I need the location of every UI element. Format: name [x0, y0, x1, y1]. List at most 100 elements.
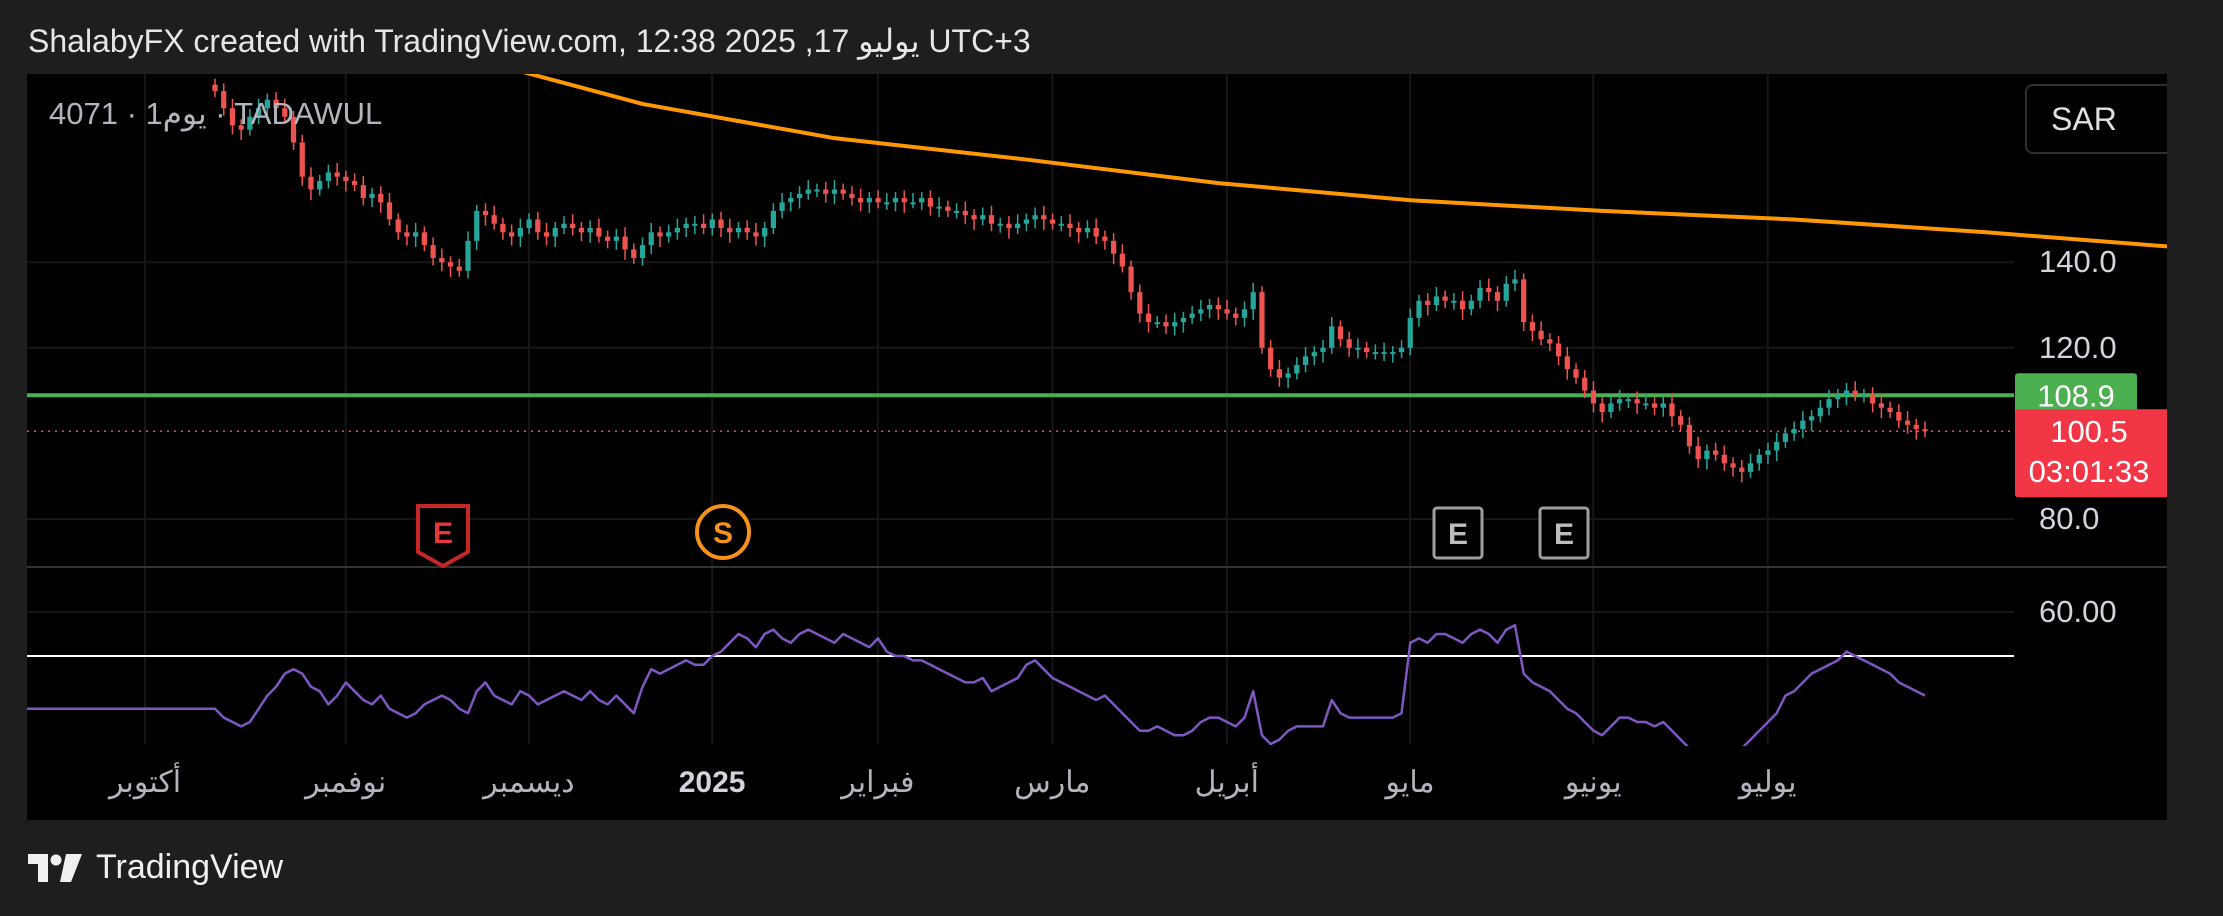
candle-body — [1521, 279, 1527, 323]
candle-body — [1529, 322, 1536, 331]
candle-body — [474, 210, 480, 241]
candle-body — [1477, 287, 1483, 301]
candle-body — [1433, 296, 1440, 306]
moving-average — [522, 74, 2167, 249]
candle-body — [613, 236, 619, 241]
candle-body — [1224, 309, 1230, 314]
candle-body — [1285, 373, 1291, 378]
candle-body — [1538, 330, 1544, 340]
currency-button[interactable]: SAR — [2025, 84, 2167, 154]
candle-body — [1791, 429, 1797, 434]
candle-body — [1922, 429, 1928, 432]
candle-body — [456, 266, 462, 271]
candle-body — [1337, 326, 1344, 340]
countdown-timer: 03:01:33 — [2029, 454, 2150, 489]
candle-body — [1041, 215, 1047, 220]
candle-body — [884, 202, 890, 205]
candle-body — [264, 99, 270, 109]
candle-body — [1154, 322, 1160, 325]
candle-body — [831, 189, 838, 194]
candle-body — [1608, 403, 1614, 412]
candle-body — [727, 228, 733, 233]
candle-body — [1555, 343, 1562, 357]
level-badge — [2015, 373, 2137, 418]
candle-body — [308, 176, 314, 190]
candle-body — [1093, 228, 1099, 237]
candlesticks — [212, 78, 1928, 483]
candle-body — [1651, 403, 1658, 408]
tradingview-brand[interactable]: TradingView — [28, 848, 283, 887]
candle-body — [1442, 296, 1448, 301]
candle-body — [980, 215, 986, 220]
candle-body — [413, 232, 419, 237]
candle-body — [945, 206, 951, 211]
last-price-badge — [2015, 409, 2167, 498]
candle-body — [657, 232, 663, 237]
candle-body — [1145, 313, 1152, 323]
split-event-marker[interactable]: S — [695, 504, 751, 560]
candle-body — [1721, 454, 1727, 464]
candle-body — [1180, 317, 1187, 323]
earnings-event-marker[interactable]: E — [1432, 506, 1484, 560]
candle-body — [1102, 236, 1108, 241]
candle-body — [700, 223, 707, 229]
candle-body — [1730, 463, 1736, 468]
candle-body — [753, 232, 759, 237]
candle-body — [927, 198, 934, 207]
x-tick-label: فبراير — [839, 766, 914, 800]
candle-body — [1206, 305, 1213, 310]
candle-body — [1564, 356, 1570, 370]
candle-body — [910, 202, 916, 205]
candle-body — [1599, 403, 1605, 412]
candle-body — [1878, 403, 1884, 408]
event-letter: E — [433, 517, 453, 550]
candle-body — [1468, 300, 1474, 310]
x-tick-label: أكتوبر — [107, 762, 181, 800]
candle-body — [212, 84, 218, 92]
earnings-event-marker[interactable]: E — [1538, 506, 1590, 560]
candle-body — [1800, 420, 1806, 430]
candle-body — [648, 232, 654, 246]
candle-body — [465, 240, 471, 271]
candle-body — [282, 108, 288, 117]
tradingview-logo-icon — [28, 853, 82, 882]
candle-body — [430, 245, 436, 258]
candle-body — [988, 215, 995, 224]
chart-canvas[interactable]: E S E E أكتوبر نوفمبر ديسمبر 2025 فبراير مارس أبر… — [27, 74, 2167, 820]
split-icon — [695, 504, 751, 560]
candle-body — [1904, 420, 1911, 425]
candle-body — [1451, 300, 1457, 303]
candle-body — [1660, 403, 1666, 408]
candle-body — [1634, 399, 1640, 404]
candle-body — [1765, 450, 1771, 455]
candle-body — [543, 232, 550, 237]
candle-body — [1643, 403, 1649, 406]
event-letter: E — [1554, 518, 1574, 551]
candle-body — [526, 219, 532, 229]
candle-body — [805, 189, 811, 194]
candle-body — [1198, 309, 1204, 314]
candle-body — [1189, 313, 1195, 318]
earnings-event-marker[interactable]: E — [416, 504, 470, 569]
candle-body — [325, 172, 332, 181]
chart-svg[interactable]: E S E E أكتوبر نوفمبر ديسمبر 2025 فبراير مارس أبر… — [27, 74, 2167, 820]
candle-body — [639, 245, 646, 258]
candle-body — [788, 198, 794, 203]
candle-body — [770, 210, 776, 229]
candle-body — [1172, 322, 1178, 327]
candle-body — [1782, 433, 1789, 442]
y-tick-label: 80.0 — [2039, 501, 2099, 536]
candle-body — [1459, 300, 1466, 310]
candle-body — [509, 232, 515, 237]
candle-body — [814, 189, 820, 192]
candle-body — [1320, 347, 1326, 353]
candle-body — [762, 228, 768, 237]
candle-body — [962, 210, 968, 216]
candle-body — [1346, 339, 1352, 348]
candle-body — [1512, 279, 1518, 284]
candle-body — [1084, 228, 1091, 233]
chart-attribution: ShalabyFX created with TradingView.com, … — [28, 23, 1031, 59]
candle-body — [1826, 399, 1832, 408]
candle-body — [570, 223, 576, 229]
